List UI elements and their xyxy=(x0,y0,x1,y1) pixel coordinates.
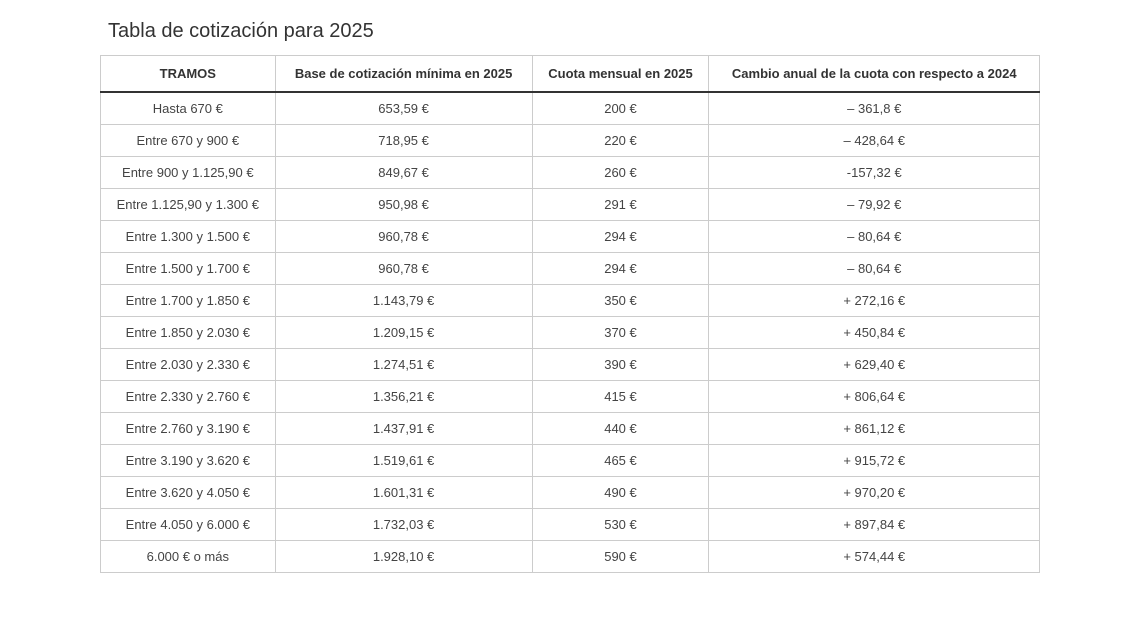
table-row: Entre 2.030 y 2.330 €1.274,51 €390 €+ 62… xyxy=(101,349,1040,381)
table-cell: 960,78 € xyxy=(275,253,532,285)
col-cuota: Cuota mensual en 2025 xyxy=(532,56,709,93)
table-cell: + 970,20 € xyxy=(709,477,1040,509)
page-title: Tabla de cotización para 2025 xyxy=(108,20,1040,43)
table-cell: 415 € xyxy=(532,381,709,413)
table-cell: 590 € xyxy=(532,541,709,573)
table-cell: Entre 2.760 y 3.190 € xyxy=(101,413,276,445)
table-row: Entre 1.850 y 2.030 €1.209,15 €370 €+ 45… xyxy=(101,317,1040,349)
table-cell: 1.209,15 € xyxy=(275,317,532,349)
table-cell: -157,32 € xyxy=(709,157,1040,189)
table-cell: 294 € xyxy=(532,253,709,285)
table-cell: + 806,64 € xyxy=(709,381,1040,413)
table-cell: 6.000 € o más xyxy=(101,541,276,573)
table-cell: 440 € xyxy=(532,413,709,445)
table-cell: 1.437,91 € xyxy=(275,413,532,445)
table-cell: Entre 2.030 y 2.330 € xyxy=(101,349,276,381)
table-row: Entre 900 y 1.125,90 €849,67 €260 €-157,… xyxy=(101,157,1040,189)
table-cell: 530 € xyxy=(532,509,709,541)
table-cell: + 861,12 € xyxy=(709,413,1040,445)
table-cell: + 915,72 € xyxy=(709,445,1040,477)
col-tramos: TRAMOS xyxy=(101,56,276,93)
table-row: Entre 3.190 y 3.620 €1.519,61 €465 €+ 91… xyxy=(101,445,1040,477)
table-row: Entre 1.700 y 1.850 €1.143,79 €350 €+ 27… xyxy=(101,285,1040,317)
table-cell: + 574,44 € xyxy=(709,541,1040,573)
table-cell: 849,67 € xyxy=(275,157,532,189)
table-cell: 490 € xyxy=(532,477,709,509)
table-cell: 1.519,61 € xyxy=(275,445,532,477)
table-cell: 1.601,31 € xyxy=(275,477,532,509)
table-cell: Entre 1.125,90 y 1.300 € xyxy=(101,189,276,221)
table-cell: Entre 3.190 y 3.620 € xyxy=(101,445,276,477)
table-cell: 390 € xyxy=(532,349,709,381)
table-cell: + 629,40 € xyxy=(709,349,1040,381)
table-row: Entre 1.125,90 y 1.300 €950,98 €291 €– 7… xyxy=(101,189,1040,221)
table-cell: + 897,84 € xyxy=(709,509,1040,541)
table-cell: 653,59 € xyxy=(275,92,532,125)
table-cell: Entre 3.620 y 4.050 € xyxy=(101,477,276,509)
table-cell: Entre 1.500 y 1.700 € xyxy=(101,253,276,285)
table-cell: 350 € xyxy=(532,285,709,317)
table-cell: 465 € xyxy=(532,445,709,477)
table-cell: Entre 2.330 y 2.760 € xyxy=(101,381,276,413)
table-cell: – 80,64 € xyxy=(709,253,1040,285)
col-base: Base de cotización mínima en 2025 xyxy=(275,56,532,93)
table-cell: Entre 1.700 y 1.850 € xyxy=(101,285,276,317)
col-cambio: Cambio anual de la cuota con respecto a … xyxy=(709,56,1040,93)
table-cell: 260 € xyxy=(532,157,709,189)
table-cell: 950,98 € xyxy=(275,189,532,221)
table-cell: + 272,16 € xyxy=(709,285,1040,317)
table-cell: 1.732,03 € xyxy=(275,509,532,541)
table-cell: Entre 1.300 y 1.500 € xyxy=(101,221,276,253)
table-row: Entre 4.050 y 6.000 €1.732,03 €530 €+ 89… xyxy=(101,509,1040,541)
table-row: Entre 3.620 y 4.050 €1.601,31 €490 €+ 97… xyxy=(101,477,1040,509)
table-cell: Entre 4.050 y 6.000 € xyxy=(101,509,276,541)
table-cell: 1.928,10 € xyxy=(275,541,532,573)
table-row: Entre 670 y 900 €718,95 €220 €– 428,64 € xyxy=(101,125,1040,157)
table-cell: 960,78 € xyxy=(275,221,532,253)
table-header-row: TRAMOS Base de cotización mínima en 2025… xyxy=(101,56,1040,93)
table-cell: Entre 670 y 900 € xyxy=(101,125,276,157)
table-cell: Entre 900 y 1.125,90 € xyxy=(101,157,276,189)
table-row: Entre 1.300 y 1.500 €960,78 €294 €– 80,6… xyxy=(101,221,1040,253)
table-cell: – 428,64 € xyxy=(709,125,1040,157)
table-cell: 370 € xyxy=(532,317,709,349)
table-cell: Entre 1.850 y 2.030 € xyxy=(101,317,276,349)
table-cell: + 450,84 € xyxy=(709,317,1040,349)
table-row: 6.000 € o más1.928,10 €590 €+ 574,44 € xyxy=(101,541,1040,573)
table-cell: 200 € xyxy=(532,92,709,125)
table-cell: 718,95 € xyxy=(275,125,532,157)
table-cell: 291 € xyxy=(532,189,709,221)
table-cell: 220 € xyxy=(532,125,709,157)
table-row: Entre 2.760 y 3.190 €1.437,91 €440 €+ 86… xyxy=(101,413,1040,445)
table-cell: – 79,92 € xyxy=(709,189,1040,221)
table-cell: 1.143,79 € xyxy=(275,285,532,317)
table-cell: 1.274,51 € xyxy=(275,349,532,381)
table-row: Hasta 670 €653,59 €200 €– 361,8 € xyxy=(101,92,1040,125)
table-row: Entre 2.330 y 2.760 €1.356,21 €415 €+ 80… xyxy=(101,381,1040,413)
table-row: Entre 1.500 y 1.700 €960,78 €294 €– 80,6… xyxy=(101,253,1040,285)
table-cell: 1.356,21 € xyxy=(275,381,532,413)
cotizacion-table: TRAMOS Base de cotización mínima en 2025… xyxy=(100,55,1040,573)
table-cell: – 361,8 € xyxy=(709,92,1040,125)
table-cell: – 80,64 € xyxy=(709,221,1040,253)
table-cell: Hasta 670 € xyxy=(101,92,276,125)
table-cell: 294 € xyxy=(532,221,709,253)
